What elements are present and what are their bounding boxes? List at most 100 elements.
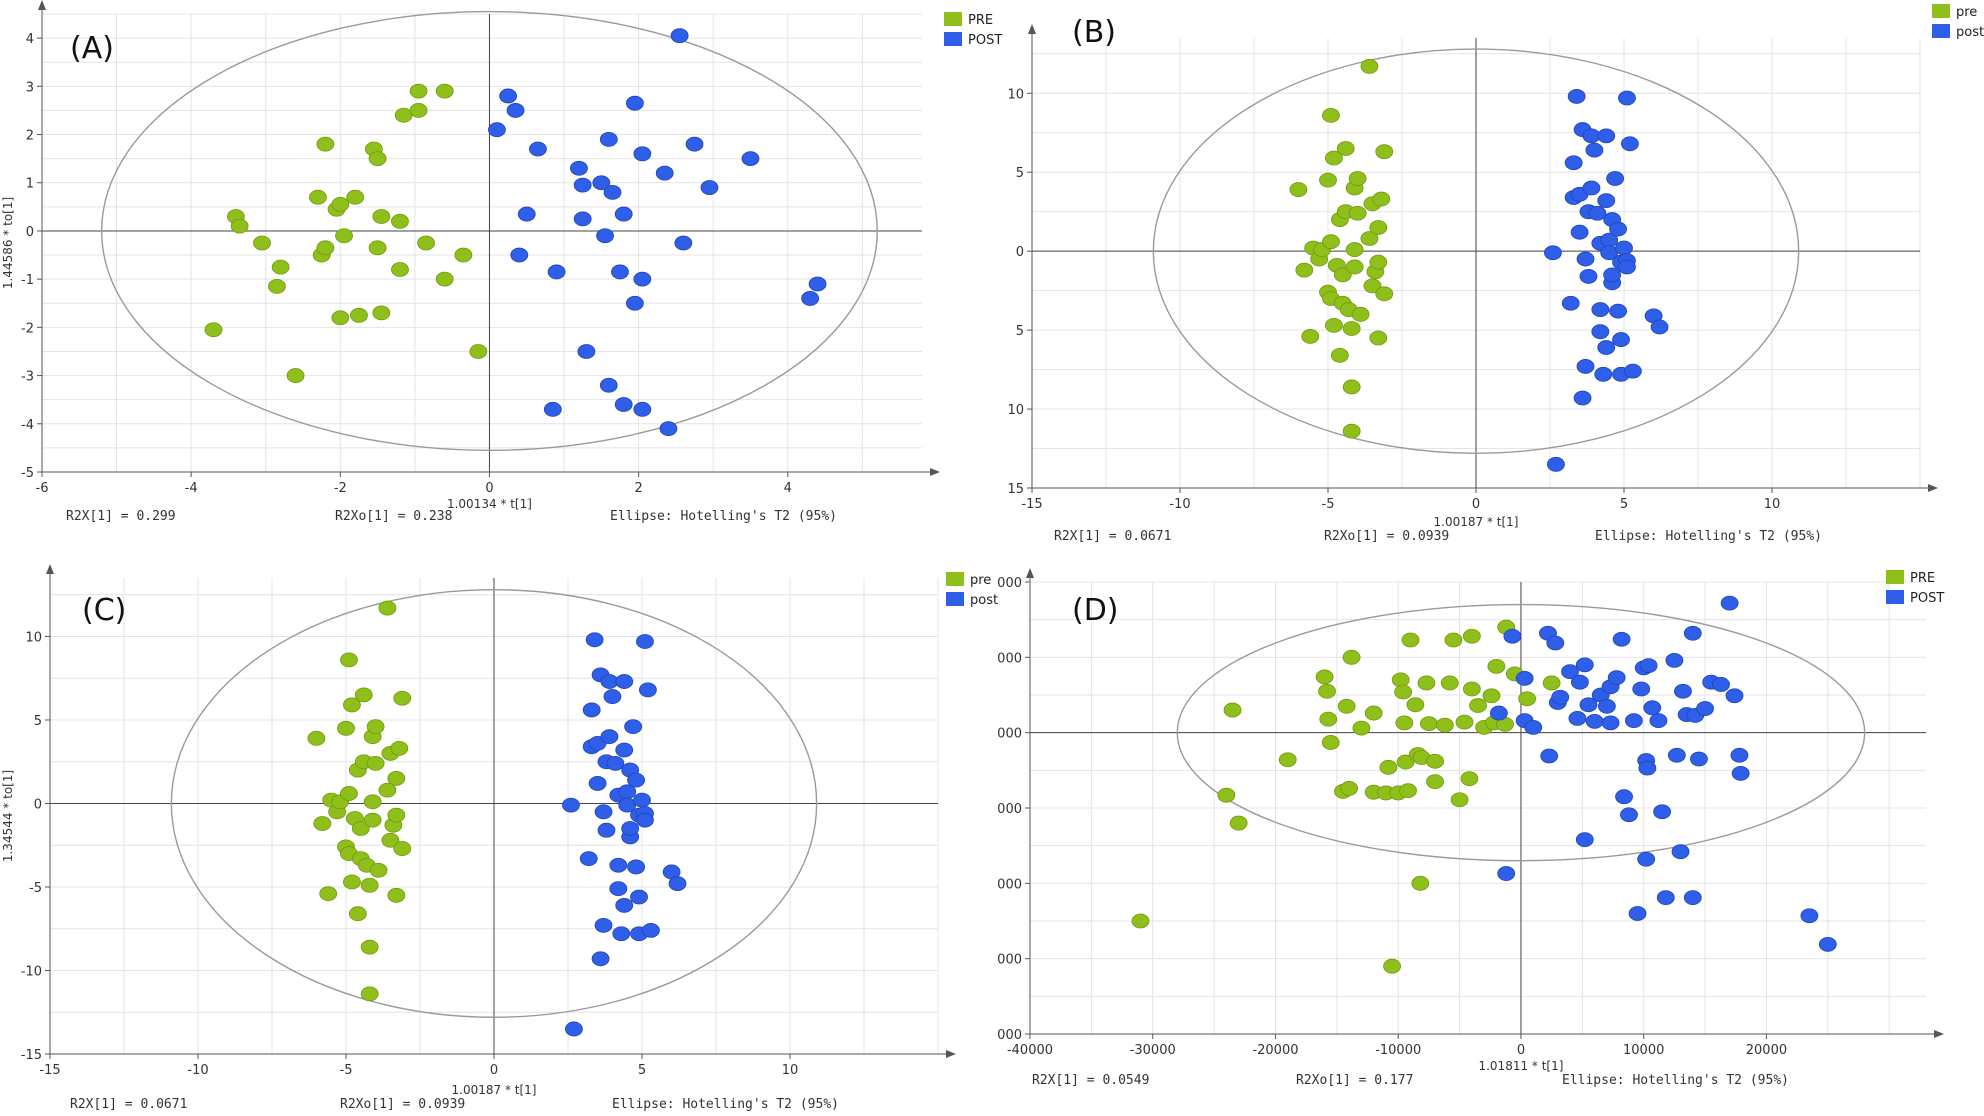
data-point-pre: [1363, 278, 1382, 294]
data-point-pre: [316, 136, 335, 152]
data-point-post: [562, 797, 580, 813]
stats-text: R2X[1] = 0.0671: [1054, 529, 1171, 544]
data-point-pre: [363, 794, 382, 810]
data-point-pre: [1435, 717, 1454, 733]
chart-panel-b: -15 -10 -5 0 5 10 15 10 5 0 5 10 (B) pre post 1.00187 *…: [1007, 4, 1984, 544]
y-tick-label: 0: [1016, 245, 1024, 260]
legend-label: pre: [1956, 5, 1977, 20]
data-point-post: [1582, 180, 1601, 196]
data-point-pre: [393, 841, 412, 856]
data-point-post: [1818, 936, 1837, 952]
data-point-post: [1567, 89, 1586, 104]
data-point-pre: [1229, 815, 1248, 831]
data-point-pre: [381, 832, 400, 848]
data-point-post: [599, 377, 618, 393]
y-axis-arrow-icon: [46, 564, 54, 574]
chart-panel-d: -40000 -30000 -20000 -10000 0 10000 20000 000 00…: [997, 568, 1944, 1088]
data-point-post: [1615, 240, 1633, 256]
data-point-pre: [372, 305, 391, 321]
data-point-pre: [1217, 787, 1236, 803]
chart-panel-c: -15 -10 -5 0 5 10 -15 -10 -5 0 5 10 (C) pre post 1.0018…: [1, 564, 998, 1112]
data-point-post: [600, 729, 619, 745]
data-point-pre: [1375, 286, 1394, 302]
data-point-pre: [393, 690, 412, 706]
data-point-post: [1575, 832, 1594, 848]
stats-text: R2X[1] = 0.299: [66, 509, 176, 524]
data-point-pre: [1352, 720, 1371, 736]
x-tick-label: -10: [187, 1063, 208, 1078]
data-point-post: [1540, 748, 1559, 764]
data-point-pre: [354, 687, 373, 703]
data-point-post: [599, 131, 618, 147]
data-point-post: [1576, 359, 1595, 374]
data-point-pre: [378, 600, 397, 616]
data-point-post: [674, 235, 693, 251]
data-point-post: [1638, 760, 1657, 776]
data-point-post: [1576, 251, 1595, 267]
y-tick-label: 3: [26, 80, 34, 95]
data-point-post: [1712, 677, 1730, 692]
y-tick-label: -5: [29, 881, 42, 896]
data-point-pre: [1336, 141, 1355, 156]
x-tick-label: 4: [784, 481, 792, 496]
data-point-post: [1674, 683, 1692, 699]
y-tick-label: -10: [21, 964, 42, 979]
data-point-post: [1628, 906, 1647, 921]
data-point-post: [588, 776, 607, 791]
data-point-pre: [1325, 317, 1343, 333]
data-point-pre: [1321, 735, 1340, 750]
data-point-pre: [1411, 875, 1430, 891]
data-point-post: [594, 917, 613, 933]
data-point-post: [700, 180, 719, 195]
data-point-post: [1544, 245, 1562, 261]
data-point-pre: [1394, 684, 1413, 700]
y-tick-label: 10: [25, 630, 42, 645]
data-point-post: [1585, 142, 1604, 158]
data-point-pre: [1325, 150, 1343, 166]
data-point-pre: [417, 235, 435, 251]
panel-label: (D): [1072, 593, 1119, 628]
data-point-pre: [1417, 675, 1436, 691]
data-point-post: [591, 951, 610, 967]
data-point-post: [639, 682, 657, 698]
y-axis-arrow-icon: [1028, 24, 1036, 34]
data-point-post: [570, 160, 588, 176]
data-point-pre: [271, 259, 290, 275]
data-point-post: [1690, 751, 1708, 767]
data-point-post: [506, 103, 525, 118]
data-point-post: [1607, 670, 1626, 686]
data-point-pre: [1223, 702, 1242, 718]
x-tick-label: -5: [340, 1063, 353, 1078]
data-point-post: [612, 926, 631, 942]
hotelling-ellipse: [1176, 603, 1866, 862]
data-point-pre: [343, 697, 361, 713]
data-point-post: [1515, 671, 1534, 686]
y-tick-label: 4: [26, 32, 34, 47]
data-point-post: [1650, 319, 1669, 335]
data-point-post: [577, 344, 596, 359]
data-point-post: [633, 792, 651, 808]
data-point-pre: [1342, 423, 1361, 439]
stats-text: Ellipse: Hotelling's T2 (95%): [1562, 1073, 1789, 1088]
x-axis-label: 1.00187 * t[1]: [452, 1083, 537, 1097]
data-point-pre: [1360, 231, 1379, 246]
data-point-pre: [1348, 205, 1367, 221]
data-point-pre: [348, 906, 367, 922]
data-point-pre: [337, 720, 355, 736]
data-point-pre: [1401, 632, 1420, 648]
y-axis-arrow-icon: [38, 0, 46, 10]
data-point-pre: [1469, 698, 1487, 713]
data-point-post: [597, 822, 616, 838]
data-point-pre: [1542, 675, 1561, 691]
y-tick-label: 10: [1007, 87, 1024, 102]
data-point-pre: [340, 652, 358, 668]
data-point-pre: [1337, 698, 1356, 714]
data-point-pre: [1319, 711, 1338, 727]
legend-swatch-pre: [946, 572, 964, 586]
x-tick-label: -30000: [1130, 1043, 1176, 1058]
legend-label: POST: [1910, 591, 1944, 606]
stats-text: R2X[1] = 0.0549: [1032, 1073, 1149, 1088]
data-point-post: [636, 634, 654, 649]
data-point-pre: [230, 218, 249, 234]
data-point-pre: [1342, 321, 1361, 336]
